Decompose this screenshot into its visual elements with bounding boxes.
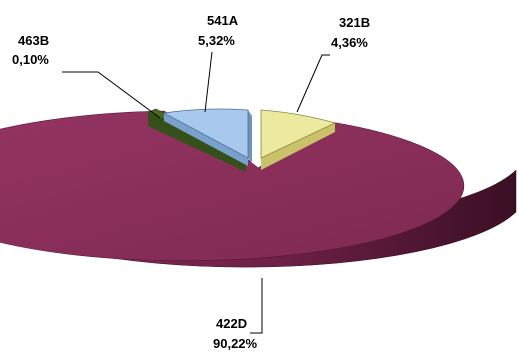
slice-541a-front — [164, 113, 248, 166]
slice-541a — [162, 108, 252, 166]
slice-321b-top — [260, 109, 337, 159]
slice-321b-side — [261, 123, 335, 170]
leader-line-463b — [62, 71, 161, 119]
label-category-321b: 321B — [339, 15, 370, 30]
label-category-541a: 541A — [207, 13, 239, 28]
label-value-541a: 5,32% — [198, 33, 235, 48]
slice-422d — [0, 110, 517, 268]
label-value-422d: 90,22% — [213, 336, 258, 351]
leader-lines — [62, 51, 330, 334]
leader-line-422d — [250, 278, 263, 334]
label-category-422d: 422D — [216, 316, 247, 331]
leader-line-321b — [296, 54, 330, 113]
label-value-463b: 0,10% — [12, 52, 49, 67]
slice-422d-top — [0, 110, 465, 262]
slice-541a-side — [248, 110, 252, 164]
label-category-463b: 463B — [18, 33, 49, 48]
slice-463b-side — [148, 112, 246, 172]
label-value-321b: 4,36% — [331, 35, 368, 50]
leader-line-541a — [204, 51, 213, 113]
slice-321b — [260, 109, 337, 170]
